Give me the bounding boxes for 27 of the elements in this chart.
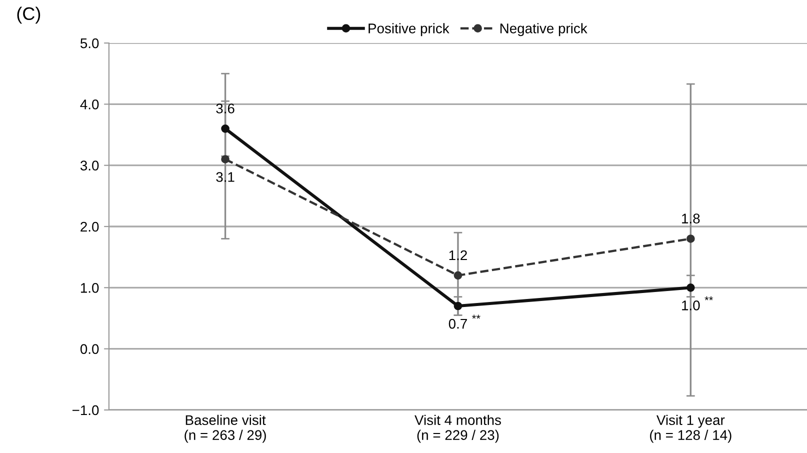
text: (C) [17,6,40,24]
data-label: 1.0 [682,300,700,310]
y-tick-label: 4.0 [80,100,99,110]
x-tick-label: Baseline visit (n = 263 / 29) [184,414,266,443]
point [221,155,230,164]
legend-label: Positive prick [368,23,450,36]
point [454,302,462,310]
legend-label: Negative prick [500,23,588,36]
y-tick-label: 1.0 [80,282,99,293]
data-label: 0.7 [448,318,467,329]
data-label: 3.1 [216,172,234,182]
data-label: 1.8 [682,214,700,224]
point [454,271,462,280]
x-tick-label: Visit 1 year (n = 128 / 14) [650,414,732,443]
point [686,234,695,243]
data-label: 3.6 [216,104,234,114]
data-label: 1.2 [449,250,467,260]
annotation: ** [472,314,480,319]
y-tick-label: 5.0 [80,38,99,48]
y-tick-label: −1.0 [72,405,99,416]
annotation: ** [704,296,714,300]
y-tick-label: 2.0 [80,222,99,232]
point [221,124,230,133]
y-tick-label: 0.0 [80,344,99,354]
y-tick-label: 3.0 [80,160,99,171]
point [686,283,695,292]
x-tick-label: Visit 4 months (n = 229 / 23) [414,414,501,443]
